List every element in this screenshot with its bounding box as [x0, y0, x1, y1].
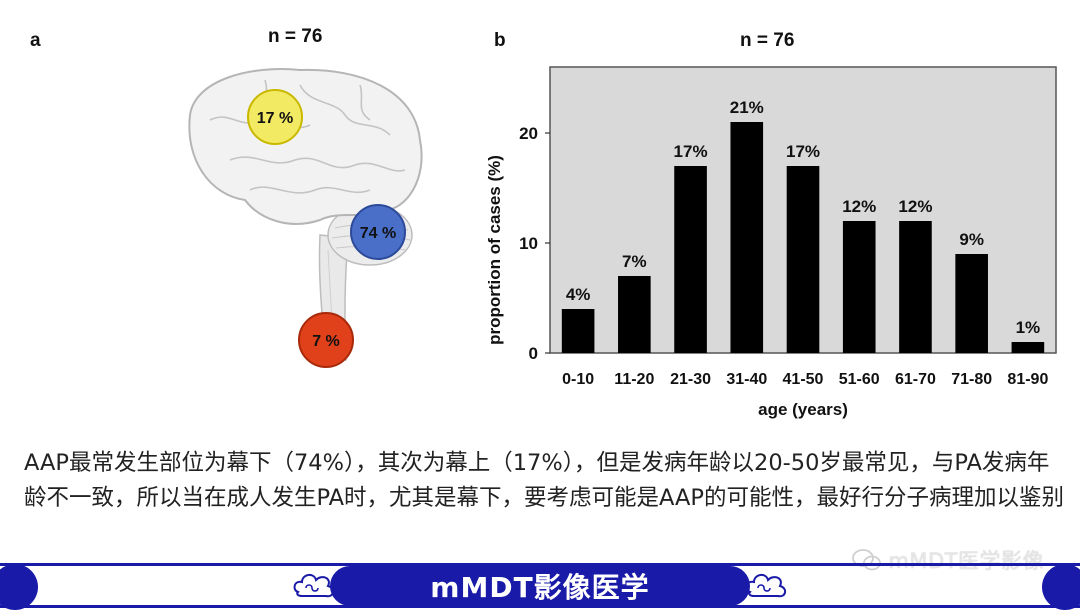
- data-label-21-30: 17%: [674, 142, 708, 161]
- data-label-41-50: 17%: [786, 142, 820, 161]
- y-axis-label: proportion of cases (%): [485, 155, 504, 345]
- data-label-61-70: 12%: [898, 197, 932, 216]
- y-axis: 0 10 20: [519, 124, 550, 363]
- bar-61-70: [899, 221, 932, 353]
- x-tick-label-61-70: 61-70: [895, 371, 936, 388]
- y-tick-label: 0: [529, 344, 538, 363]
- infratentorial-marker: 74 %: [350, 204, 406, 260]
- x-axis: 0-10 11-20 21-30 31-40 41-50 51-60 61-70 71-80 8…: [562, 371, 1048, 388]
- brain-illustration: 17 % 74 % 7 %: [188, 68, 423, 368]
- data-label-81-90: 1%: [1016, 318, 1041, 337]
- bar-31-40: [730, 122, 764, 353]
- banner-title-pill: mMDT影像医学: [330, 566, 750, 606]
- chart-title: n = 76: [740, 30, 795, 51]
- data-label-11-20: 7%: [622, 252, 647, 271]
- banner-line-bottom: [0, 605, 1080, 608]
- data-label-51-60: 12%: [842, 197, 876, 216]
- x-axis-label: age (years): [758, 400, 848, 419]
- cloud-ornament-right-icon: [745, 574, 786, 598]
- caption-text: AAP最常发生部位为幕下（74%），其次为幕上（17%），但是发病年龄以20-5…: [24, 450, 1065, 511]
- bar-21-30: [674, 166, 707, 353]
- bottom-banner: mMDT影像医学: [0, 560, 1080, 610]
- y-tick-label: 20: [519, 124, 538, 143]
- bars-group: 4% 7% 17% 21% 17% 12% 12% 9% 1%: [561, 98, 1045, 353]
- x-tick-label-0-10: 0-10: [562, 371, 594, 388]
- bar-chart: 0 10 20 4% 7% 17% 21% 17% 12% 12% 9% 1% 0-10 11-20 2…: [485, 66, 1057, 419]
- y-tick-label: 10: [519, 234, 538, 253]
- svg-text:17 %: 17 %: [257, 110, 293, 127]
- bar-81-90: [1011, 342, 1045, 353]
- x-tick-label-11-20: 11-20: [614, 371, 654, 388]
- panel-b-label: b: [494, 30, 506, 51]
- x-tick-label-51-60: 51-60: [839, 371, 880, 388]
- watermark-text: mMDT医学影像: [888, 549, 1044, 573]
- x-tick-label-41-50: 41-50: [783, 371, 824, 388]
- banner-title: mMDT影像医学: [430, 571, 650, 604]
- supratentorial-marker: 17 %: [247, 89, 303, 145]
- spinal-marker: 7 %: [298, 312, 354, 368]
- bar-71-80: [955, 254, 988, 353]
- x-tick-label-71-80: 71-80: [951, 371, 992, 388]
- banner-ball-right: [1042, 564, 1080, 610]
- svg-text:7 %: 7 %: [312, 333, 340, 350]
- data-label-0-10: 4%: [566, 285, 591, 304]
- panel-a-n-label: n = 76: [268, 26, 323, 47]
- svg-text:74 %: 74 %: [360, 225, 396, 242]
- banner-ball-left: [0, 564, 38, 610]
- x-tick-label-21-30: 21-30: [670, 371, 711, 388]
- x-tick-label-81-90: 81-90: [1007, 371, 1048, 388]
- banner-line-top: [0, 563, 1080, 566]
- data-label-71-80: 9%: [959, 230, 984, 249]
- cloud-ornament-left-icon: [293, 574, 334, 598]
- bar-11-20: [618, 276, 651, 353]
- data-label-31-40: 21%: [730, 98, 764, 117]
- bar-41-50: [786, 166, 820, 353]
- bar-51-60: [842, 221, 876, 353]
- bar-0-10: [561, 309, 595, 353]
- panel-a-label: a: [30, 30, 41, 51]
- x-tick-label-31-40: 31-40: [726, 371, 767, 388]
